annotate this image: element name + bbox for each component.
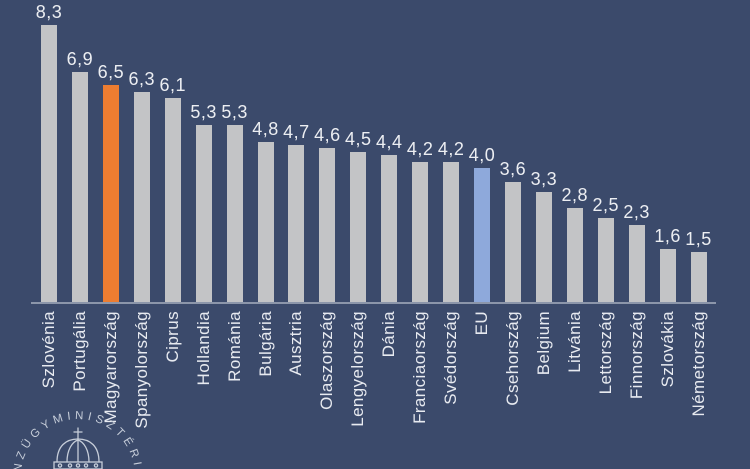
bar-value-label: 2,5 <box>592 195 619 215</box>
bar-value-label: 3,6 <box>499 159 527 179</box>
bar-value-label: 5,3 <box>190 102 217 122</box>
bar-category-label: Lengyelország <box>348 311 368 427</box>
bar-category-label: Ciprus <box>162 311 182 363</box>
bar-portugália <box>71 72 88 302</box>
crown-icon <box>53 427 103 469</box>
bar-category-label: Ausztria <box>286 311 306 376</box>
bar-szlovénia <box>41 25 57 302</box>
bar-value-label: 4,0 <box>468 145 496 165</box>
bar-value-label: 3,3 <box>530 169 558 189</box>
bar-lengyelország <box>350 152 367 302</box>
bar-category-label: Franciaország <box>410 311 430 424</box>
bar-category-label: Szlovákia <box>657 311 677 388</box>
bar-eu <box>474 168 491 302</box>
bar-value-label: 4,2 <box>437 139 465 159</box>
bar-category-label: Csehország <box>502 311 522 406</box>
bar-hollandia <box>195 125 212 302</box>
bar-franciaország <box>412 162 429 302</box>
bar-value-label: 8,3 <box>35 2 63 22</box>
bar-value-label: 5,3 <box>221 102 248 122</box>
bar-category-label: Németország <box>688 311 708 417</box>
bar-value-label: 4,2 <box>406 139 434 159</box>
bar-value-label: 4,4 <box>375 132 403 152</box>
bar-value-label: 2,3 <box>623 202 650 222</box>
bar-ciprus <box>164 98 181 302</box>
bar-finnország <box>628 225 645 302</box>
bar-category-label: Hollandia <box>193 311 213 386</box>
bar-category-label: Dánia <box>379 311 399 358</box>
bar-category-label: Románia <box>224 311 244 382</box>
bar-category-label: Litvánia <box>564 311 584 373</box>
bar-olaszország <box>319 148 336 302</box>
bar-value-label: 1,6 <box>654 226 681 246</box>
bar-category-label: Svédország <box>441 311 461 405</box>
bar-value-label: 4,5 <box>345 129 372 149</box>
bar-dánia <box>381 155 398 302</box>
bar-ausztria <box>288 145 305 302</box>
bar-value-label: 6,1 <box>159 75 186 95</box>
bar-litvánia <box>566 208 583 302</box>
bar-lettország <box>597 218 614 302</box>
bar-bulgária <box>257 142 274 302</box>
bar-category-label: Bulgária <box>255 311 275 377</box>
bar-value-label: 6,9 <box>66 49 94 69</box>
bar-németország <box>690 252 707 302</box>
x-axis-line <box>31 302 716 304</box>
bar-category-label: Szlovénia <box>39 311 58 389</box>
bar-category-label: Belgium <box>533 311 553 376</box>
bar-value-label: 6,5 <box>97 62 125 82</box>
bar-value-label: 4,7 <box>283 122 310 142</box>
bar-magyarország <box>102 85 119 302</box>
ministry-seal-logo: PÉNZÜGYMINISZTÉRIUM <box>11 410 140 469</box>
bar-value-label: 2,8 <box>561 185 589 205</box>
bar-category-label: Portugália <box>69 311 89 392</box>
bar-category-label: Lettország <box>595 311 615 395</box>
bar-category-label: EU <box>472 311 492 336</box>
bar-románia <box>226 125 243 302</box>
bar-value-label: 1,5 <box>685 229 712 249</box>
bar-value-label: 6,3 <box>128 69 156 89</box>
bar-szlovákia <box>659 249 676 302</box>
bar-value-label: 4,6 <box>314 125 341 145</box>
bar-csehország <box>504 182 521 302</box>
bar-category-label: Olaszország <box>317 311 337 410</box>
bar-belgium <box>535 192 552 302</box>
bar-svédország <box>443 162 460 302</box>
bar-spanyolország <box>133 92 150 302</box>
bar-category-label: Finnország <box>626 311 646 400</box>
bar-value-label: 4,8 <box>252 119 279 139</box>
